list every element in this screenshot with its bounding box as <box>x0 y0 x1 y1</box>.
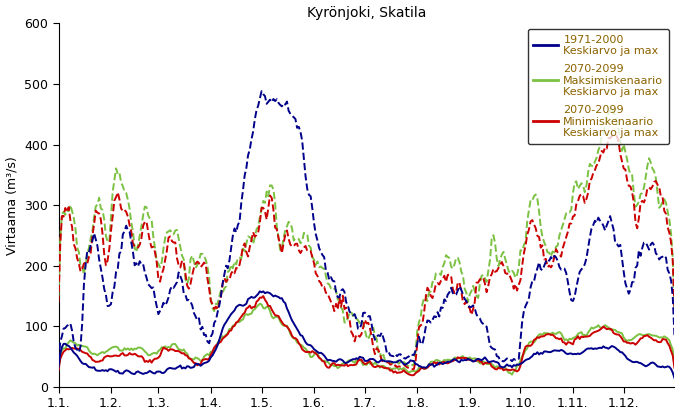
Legend: 1971-2000
Keskiarvo ja max, 2070-2099
Maksimiskenaario
Keskiarvo ja max, 2070-20: 1971-2000 Keskiarvo ja max, 2070-2099 Ma… <box>528 29 669 144</box>
Y-axis label: Virtaama (m³/s): Virtaama (m³/s) <box>5 156 18 255</box>
Title: Kyrönjoki, Skatila: Kyrönjoki, Skatila <box>307 5 426 20</box>
